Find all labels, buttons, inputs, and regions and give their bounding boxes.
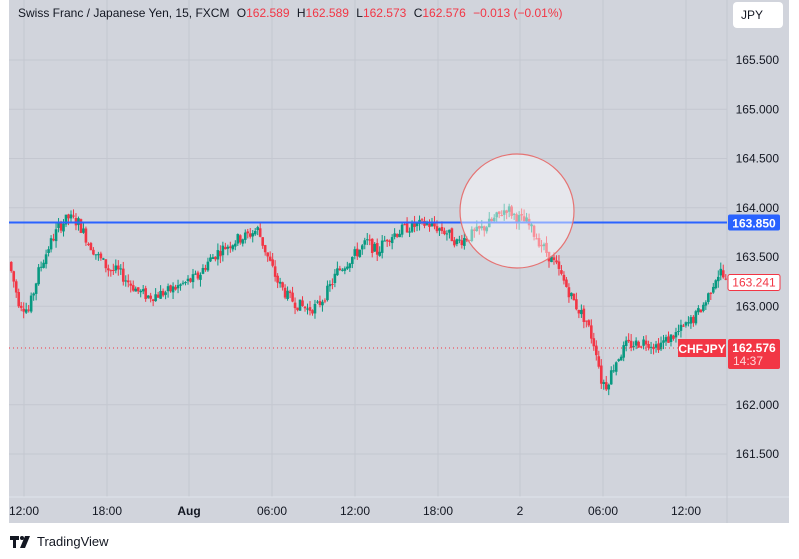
time-tick: 2 — [517, 504, 524, 518]
svg-text:163.241: 163.241 — [732, 276, 776, 290]
candles — [9, 203, 728, 396]
open-value: 162.589 — [246, 6, 290, 20]
time-tick: 12:00 — [671, 504, 701, 518]
change-value: −0.013 (−0.01%) — [473, 6, 563, 20]
time-tick: 18:00 — [423, 504, 453, 518]
price-tick: 162.000 — [736, 398, 780, 412]
circle-annotation[interactable] — [459, 153, 575, 269]
close-label: C — [413, 6, 423, 20]
time-tick: 12:00 — [9, 504, 39, 518]
svg-text:163.850: 163.850 — [732, 217, 776, 231]
low-label: L — [356, 6, 363, 20]
svg-text:162.576: 162.576 — [732, 341, 776, 355]
close-value: 162.576 — [422, 6, 466, 20]
tradingview-logo[interactable]: TradingView — [10, 534, 109, 549]
tradingview-logo-icon — [10, 535, 30, 548]
symbol-legend: Swiss Franc / Japanese Yen, 15, FXCM O16… — [18, 6, 563, 20]
price-tick: 163.500 — [736, 250, 780, 264]
time-tick: 06:00 — [588, 504, 618, 518]
symbol-tag — [678, 339, 726, 358]
price-tick: 163.000 — [736, 299, 780, 313]
time-tick: 06:00 — [257, 504, 287, 518]
chart-canvas[interactable]: 12:00 18:00 Aug 06:00 12:00 18:00 2 06:00 12:00 1… — [9, 0, 789, 523]
symbol-name: Swiss Franc / Japanese Yen, 15, FXCM — [18, 6, 230, 20]
time-tick: 12:00 — [340, 504, 370, 518]
time-tick: 18:00 — [92, 504, 122, 518]
price-marker — [727, 274, 781, 292]
price-tick: 164.500 — [736, 152, 780, 166]
horizontal-line-label — [728, 214, 780, 231]
time-tick: Aug — [177, 504, 200, 518]
high-value: 162.589 — [305, 6, 349, 20]
price-tick: 161.500 — [736, 447, 780, 461]
open-label: O — [236, 6, 247, 20]
low-value: 162.573 — [362, 6, 407, 20]
currency-button[interactable]: JPY — [733, 2, 783, 28]
price-tick: 165.500 — [736, 53, 780, 67]
high-label: H — [296, 6, 306, 20]
svg-text:CHFJPY: CHFJPY — [678, 342, 725, 356]
countdown: 14:37 — [733, 354, 763, 368]
branding-text: TradingView — [37, 534, 109, 549]
price-tick: 164.000 — [736, 201, 780, 215]
chart-frame[interactable]: 12:00 18:00 Aug 06:00 12:00 18:00 2 06:00 12:00 1… — [9, 0, 789, 523]
last-price-label — [728, 339, 780, 370]
price-tick: 165.000 — [736, 102, 780, 116]
